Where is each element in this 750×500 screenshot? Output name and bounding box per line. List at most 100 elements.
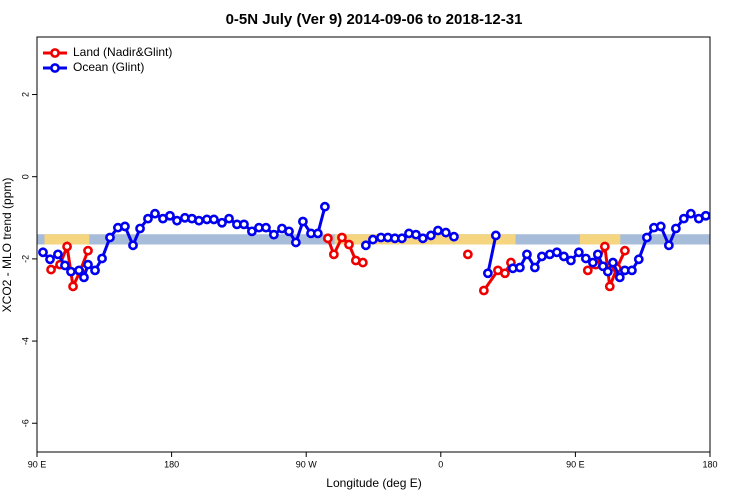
data-point xyxy=(368,234,378,245)
data-point xyxy=(602,266,613,277)
data-point xyxy=(685,208,696,219)
data-point xyxy=(357,257,368,268)
data-point xyxy=(678,213,689,224)
y-axis-label: XCO2 - MLO trend (ppm) xyxy=(0,178,14,313)
data-point xyxy=(663,240,674,251)
data-point xyxy=(150,208,160,219)
data-point xyxy=(700,210,710,221)
data-point xyxy=(337,232,347,243)
data-point xyxy=(120,221,130,232)
plot-area xyxy=(37,201,710,296)
data-point xyxy=(627,265,637,276)
data-point xyxy=(344,239,354,250)
data-point xyxy=(573,247,584,258)
legend-label: Ocean (Glint) xyxy=(73,60,144,74)
legend-marker xyxy=(50,63,60,73)
legend-marker xyxy=(50,48,60,58)
data-point xyxy=(83,245,93,256)
data-point xyxy=(38,247,48,258)
data-point xyxy=(449,231,459,242)
x-tick-label: 180 xyxy=(164,459,179,469)
data-point xyxy=(566,255,576,266)
data-point xyxy=(411,229,421,240)
data-point xyxy=(633,254,644,265)
x-tick-label: 90 W xyxy=(296,459,318,469)
data-point xyxy=(529,262,540,273)
chart-title: 0-5N July (Ver 9) 2014-09-06 to 2018-12-… xyxy=(226,11,523,28)
data-point xyxy=(462,249,473,260)
data-point xyxy=(440,227,451,238)
data-point xyxy=(592,249,603,260)
data-point xyxy=(46,264,56,275)
legend-label: Land (Nadir&Glint) xyxy=(73,45,172,59)
data-point xyxy=(268,229,279,240)
data-point xyxy=(599,241,610,252)
data-point xyxy=(328,249,339,260)
data-point xyxy=(614,272,625,283)
data-point xyxy=(433,225,443,236)
y-tick-label: 2 xyxy=(20,92,30,97)
data-point xyxy=(194,215,204,226)
data-point xyxy=(426,230,436,241)
data-point xyxy=(478,285,489,296)
data-point xyxy=(522,249,532,260)
plot-frame xyxy=(36,36,711,453)
data-point xyxy=(608,257,618,268)
band-highlight xyxy=(44,234,90,245)
data-point xyxy=(172,215,182,226)
data-point xyxy=(397,233,407,244)
data-point xyxy=(284,226,294,237)
x-axis-label: Longitude (deg E) xyxy=(326,476,421,490)
data-point xyxy=(68,281,78,292)
data-point xyxy=(209,214,219,225)
data-point xyxy=(143,213,153,224)
data-point xyxy=(247,226,257,237)
data-point xyxy=(417,233,428,244)
data-point xyxy=(62,241,72,252)
data-point xyxy=(580,253,591,264)
x-tick-label: 180 xyxy=(702,459,717,469)
data-point xyxy=(290,237,301,248)
data-point xyxy=(655,221,666,232)
data-point xyxy=(66,266,76,277)
data-point xyxy=(60,260,70,271)
data-point xyxy=(74,265,84,276)
series-line xyxy=(50,234,627,292)
data-point xyxy=(536,251,547,262)
data-point xyxy=(515,262,525,273)
data-point xyxy=(582,265,593,276)
x-tick-label: 0 xyxy=(438,459,443,469)
data-point xyxy=(128,240,138,251)
data-point xyxy=(620,245,630,256)
data-point xyxy=(483,268,493,279)
data-point xyxy=(135,223,145,234)
data-point xyxy=(558,251,569,262)
data-point xyxy=(671,223,681,234)
data-point xyxy=(312,228,323,239)
y-tick-label: -6 xyxy=(20,419,30,427)
data-point xyxy=(490,230,501,241)
axes: 2 0 -2 -4 -6 90 E 180 90 W 0 90 E 180 Land (Nadir&G… xyxy=(20,45,717,469)
data-point xyxy=(261,222,271,233)
data-point xyxy=(224,213,234,224)
data-point xyxy=(551,247,562,258)
data-point xyxy=(360,240,371,251)
data-point xyxy=(319,201,330,212)
data-point xyxy=(105,232,115,243)
data-point xyxy=(90,265,100,276)
data-point xyxy=(500,268,510,279)
data-point xyxy=(83,259,93,270)
data-point xyxy=(165,210,175,221)
x-tick-label: 90 E xyxy=(566,459,585,469)
data-point xyxy=(641,232,652,243)
data-point xyxy=(239,219,249,230)
data-point xyxy=(604,281,615,292)
y-tick-label: -2 xyxy=(20,255,30,263)
x-tick-label: 90 E xyxy=(28,459,47,469)
data-point xyxy=(217,217,227,228)
data-point xyxy=(587,257,598,268)
data-point xyxy=(53,249,63,260)
data-point xyxy=(97,253,107,264)
data-point xyxy=(298,216,308,227)
